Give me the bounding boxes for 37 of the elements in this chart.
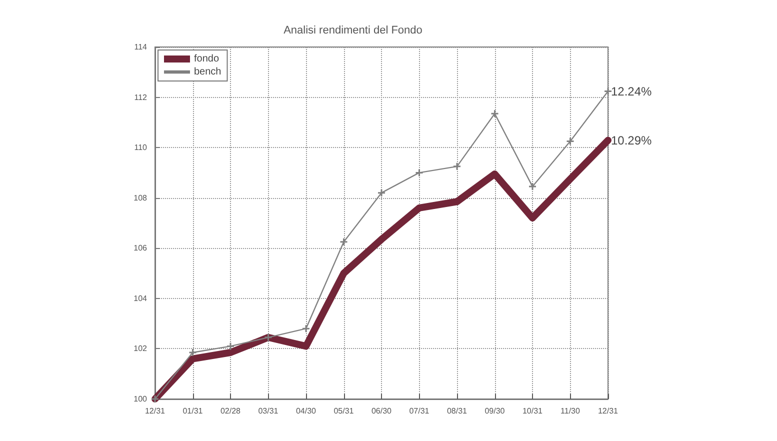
point [415, 168, 424, 177]
legend-label: fondo [194, 54, 220, 64]
point [302, 324, 310, 333]
x-tick-label: 10/31 [522, 406, 544, 416]
x-tick-label: 01/31 [182, 406, 204, 416]
chart-title: Analisi rendimenti del Fondo [284, 24, 422, 36]
y-tick-label: 102 [134, 344, 148, 354]
x-tick-label: 09/30 [484, 406, 506, 416]
x-tick-label: 05/31 [334, 406, 354, 416]
point [566, 137, 574, 146]
y-tick-label: 114 [134, 42, 148, 52]
x-tick-label: 12/31 [144, 406, 166, 416]
y-tick-label: 104 [134, 294, 148, 303]
x-tick-label: 06/30 [371, 406, 392, 416]
point [452, 162, 462, 171]
y-tick-label: 110 [134, 143, 148, 152]
point [264, 333, 272, 342]
x-tick-label: 07/31 [409, 406, 430, 416]
point [377, 188, 386, 198]
x-tick-label: 08/31 [446, 406, 468, 416]
legend-label: bench [194, 66, 222, 78]
x-tick-label: 11/30 [560, 406, 581, 416]
x-tick-label: 04/30 [296, 406, 317, 416]
text: 12.24% [611, 84, 652, 98]
point [490, 109, 499, 118]
point [528, 182, 537, 191]
point [188, 348, 197, 357]
x-tick-label: 03/31 [258, 406, 279, 416]
x-tick-label: 02/28 [220, 406, 242, 416]
point [226, 342, 235, 350]
y-tick-label: 108 [134, 193, 148, 202]
y-tick-label: 100 [134, 394, 148, 404]
point [340, 238, 348, 246]
y-tick-label: 112 [134, 92, 148, 102]
x-tick-label: 12/31 [598, 406, 619, 416]
text: 10.29% [611, 133, 652, 148]
y-tick-label: 106 [134, 244, 148, 253]
